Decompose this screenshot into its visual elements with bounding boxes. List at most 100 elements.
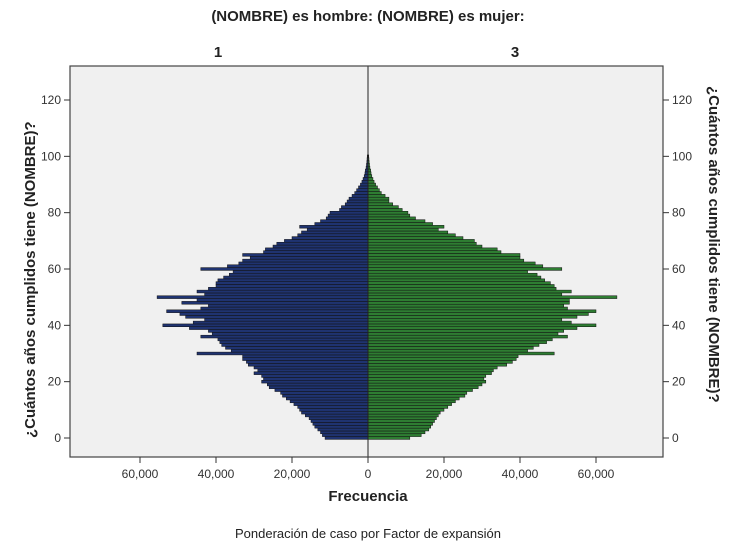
x-tick-label: 60,000 bbox=[578, 467, 615, 481]
bar-female bbox=[367, 377, 485, 381]
y-tick-label-left: 80 bbox=[48, 206, 62, 220]
bar-female bbox=[367, 436, 411, 440]
bar-female bbox=[367, 174, 373, 178]
bar-male bbox=[305, 413, 369, 418]
bar-male bbox=[339, 208, 369, 212]
bar-male bbox=[179, 312, 369, 316]
y-tick-label-right: 100 bbox=[672, 149, 692, 163]
y-tick-label-right: 60 bbox=[672, 262, 686, 276]
bar-female bbox=[367, 199, 390, 204]
y-tick-label-left: 20 bbox=[48, 375, 62, 389]
bar-male bbox=[282, 394, 369, 398]
bar-female bbox=[367, 402, 452, 406]
bar-female bbox=[367, 177, 374, 181]
bar-female bbox=[367, 354, 519, 358]
bar-female bbox=[367, 278, 545, 282]
x-tick-label: 40,000 bbox=[502, 467, 539, 481]
bar-female bbox=[367, 284, 555, 288]
bar-female bbox=[367, 396, 460, 401]
bar-male bbox=[162, 323, 369, 327]
bar-male bbox=[253, 371, 369, 375]
bar-female bbox=[367, 281, 551, 285]
y-axis-title-left: ¿Cuántos años cumplidos tiene (NOMBRE)? bbox=[22, 121, 39, 438]
bar-male bbox=[327, 213, 369, 218]
bar-male bbox=[320, 430, 369, 435]
bar-female bbox=[367, 315, 578, 319]
bar-male bbox=[200, 267, 369, 271]
bar-male bbox=[306, 227, 369, 232]
bar-male bbox=[232, 270, 369, 274]
bar-female bbox=[367, 182, 376, 187]
bar-male bbox=[297, 405, 369, 409]
bar-female bbox=[367, 351, 555, 356]
bar-male bbox=[362, 177, 369, 181]
bar-male bbox=[248, 363, 369, 367]
bar-female bbox=[367, 275, 542, 280]
bar-female bbox=[367, 233, 456, 237]
bar-male bbox=[289, 399, 369, 404]
bar-male bbox=[246, 360, 369, 364]
bar-female bbox=[367, 346, 534, 350]
x-tick-label: 0 bbox=[365, 467, 372, 481]
panel-label-female: 3 bbox=[510, 44, 520, 61]
y-tick-label-right: 120 bbox=[672, 93, 692, 107]
bar-male bbox=[308, 416, 369, 420]
bar-male bbox=[249, 256, 369, 260]
bar-male bbox=[229, 272, 369, 277]
bar-male bbox=[257, 368, 369, 373]
bar-male bbox=[215, 284, 369, 288]
bar-male bbox=[261, 380, 369, 384]
bar-female bbox=[367, 287, 557, 291]
bar-male bbox=[324, 436, 369, 440]
x-axis-title: Frecuencia bbox=[328, 488, 408, 505]
bar-male bbox=[242, 354, 369, 358]
bar-male bbox=[268, 385, 369, 389]
y-tick-label-left: 60 bbox=[48, 262, 62, 276]
bar-male bbox=[322, 433, 369, 437]
bar-male bbox=[185, 315, 369, 319]
bar-female bbox=[367, 239, 475, 243]
bar-female bbox=[367, 413, 439, 418]
bar-female bbox=[367, 244, 483, 249]
bar-male bbox=[217, 278, 369, 282]
bar-male bbox=[293, 402, 369, 406]
bar-male bbox=[280, 391, 369, 395]
bar-female bbox=[367, 430, 426, 435]
bar-female bbox=[367, 303, 564, 308]
y-tick-label-left: 100 bbox=[41, 149, 61, 163]
bar-male bbox=[223, 275, 369, 280]
bar-male bbox=[227, 264, 369, 268]
bar-female bbox=[367, 180, 375, 184]
y-tick-label-left: 40 bbox=[48, 318, 62, 332]
bar-male bbox=[299, 408, 369, 412]
bar-female bbox=[367, 270, 528, 274]
bar-female bbox=[367, 334, 568, 339]
bar-female bbox=[367, 332, 559, 336]
bar-male bbox=[208, 303, 369, 308]
bar-female bbox=[367, 289, 572, 294]
bar-female bbox=[367, 256, 521, 260]
bar-female bbox=[367, 196, 390, 201]
bar-female bbox=[367, 188, 380, 192]
bar-male bbox=[310, 419, 369, 423]
bar-male bbox=[351, 194, 369, 198]
bar-female bbox=[367, 264, 544, 268]
bar-male bbox=[286, 396, 369, 401]
bar-female bbox=[367, 205, 399, 209]
bar-female bbox=[367, 208, 403, 212]
bar-male bbox=[217, 337, 369, 342]
bar-male bbox=[208, 287, 369, 291]
bar-male bbox=[261, 374, 369, 378]
bar-female bbox=[367, 323, 597, 327]
bar-female bbox=[367, 219, 426, 223]
bar-female bbox=[367, 267, 563, 271]
bar-female bbox=[367, 337, 553, 342]
bar-male bbox=[346, 199, 369, 204]
bar-female bbox=[367, 202, 393, 206]
bar-female bbox=[367, 227, 439, 232]
bar-female bbox=[367, 399, 456, 404]
y-tick-label-left: 0 bbox=[54, 431, 61, 445]
bar-female bbox=[367, 408, 445, 412]
bar-female bbox=[367, 410, 441, 415]
